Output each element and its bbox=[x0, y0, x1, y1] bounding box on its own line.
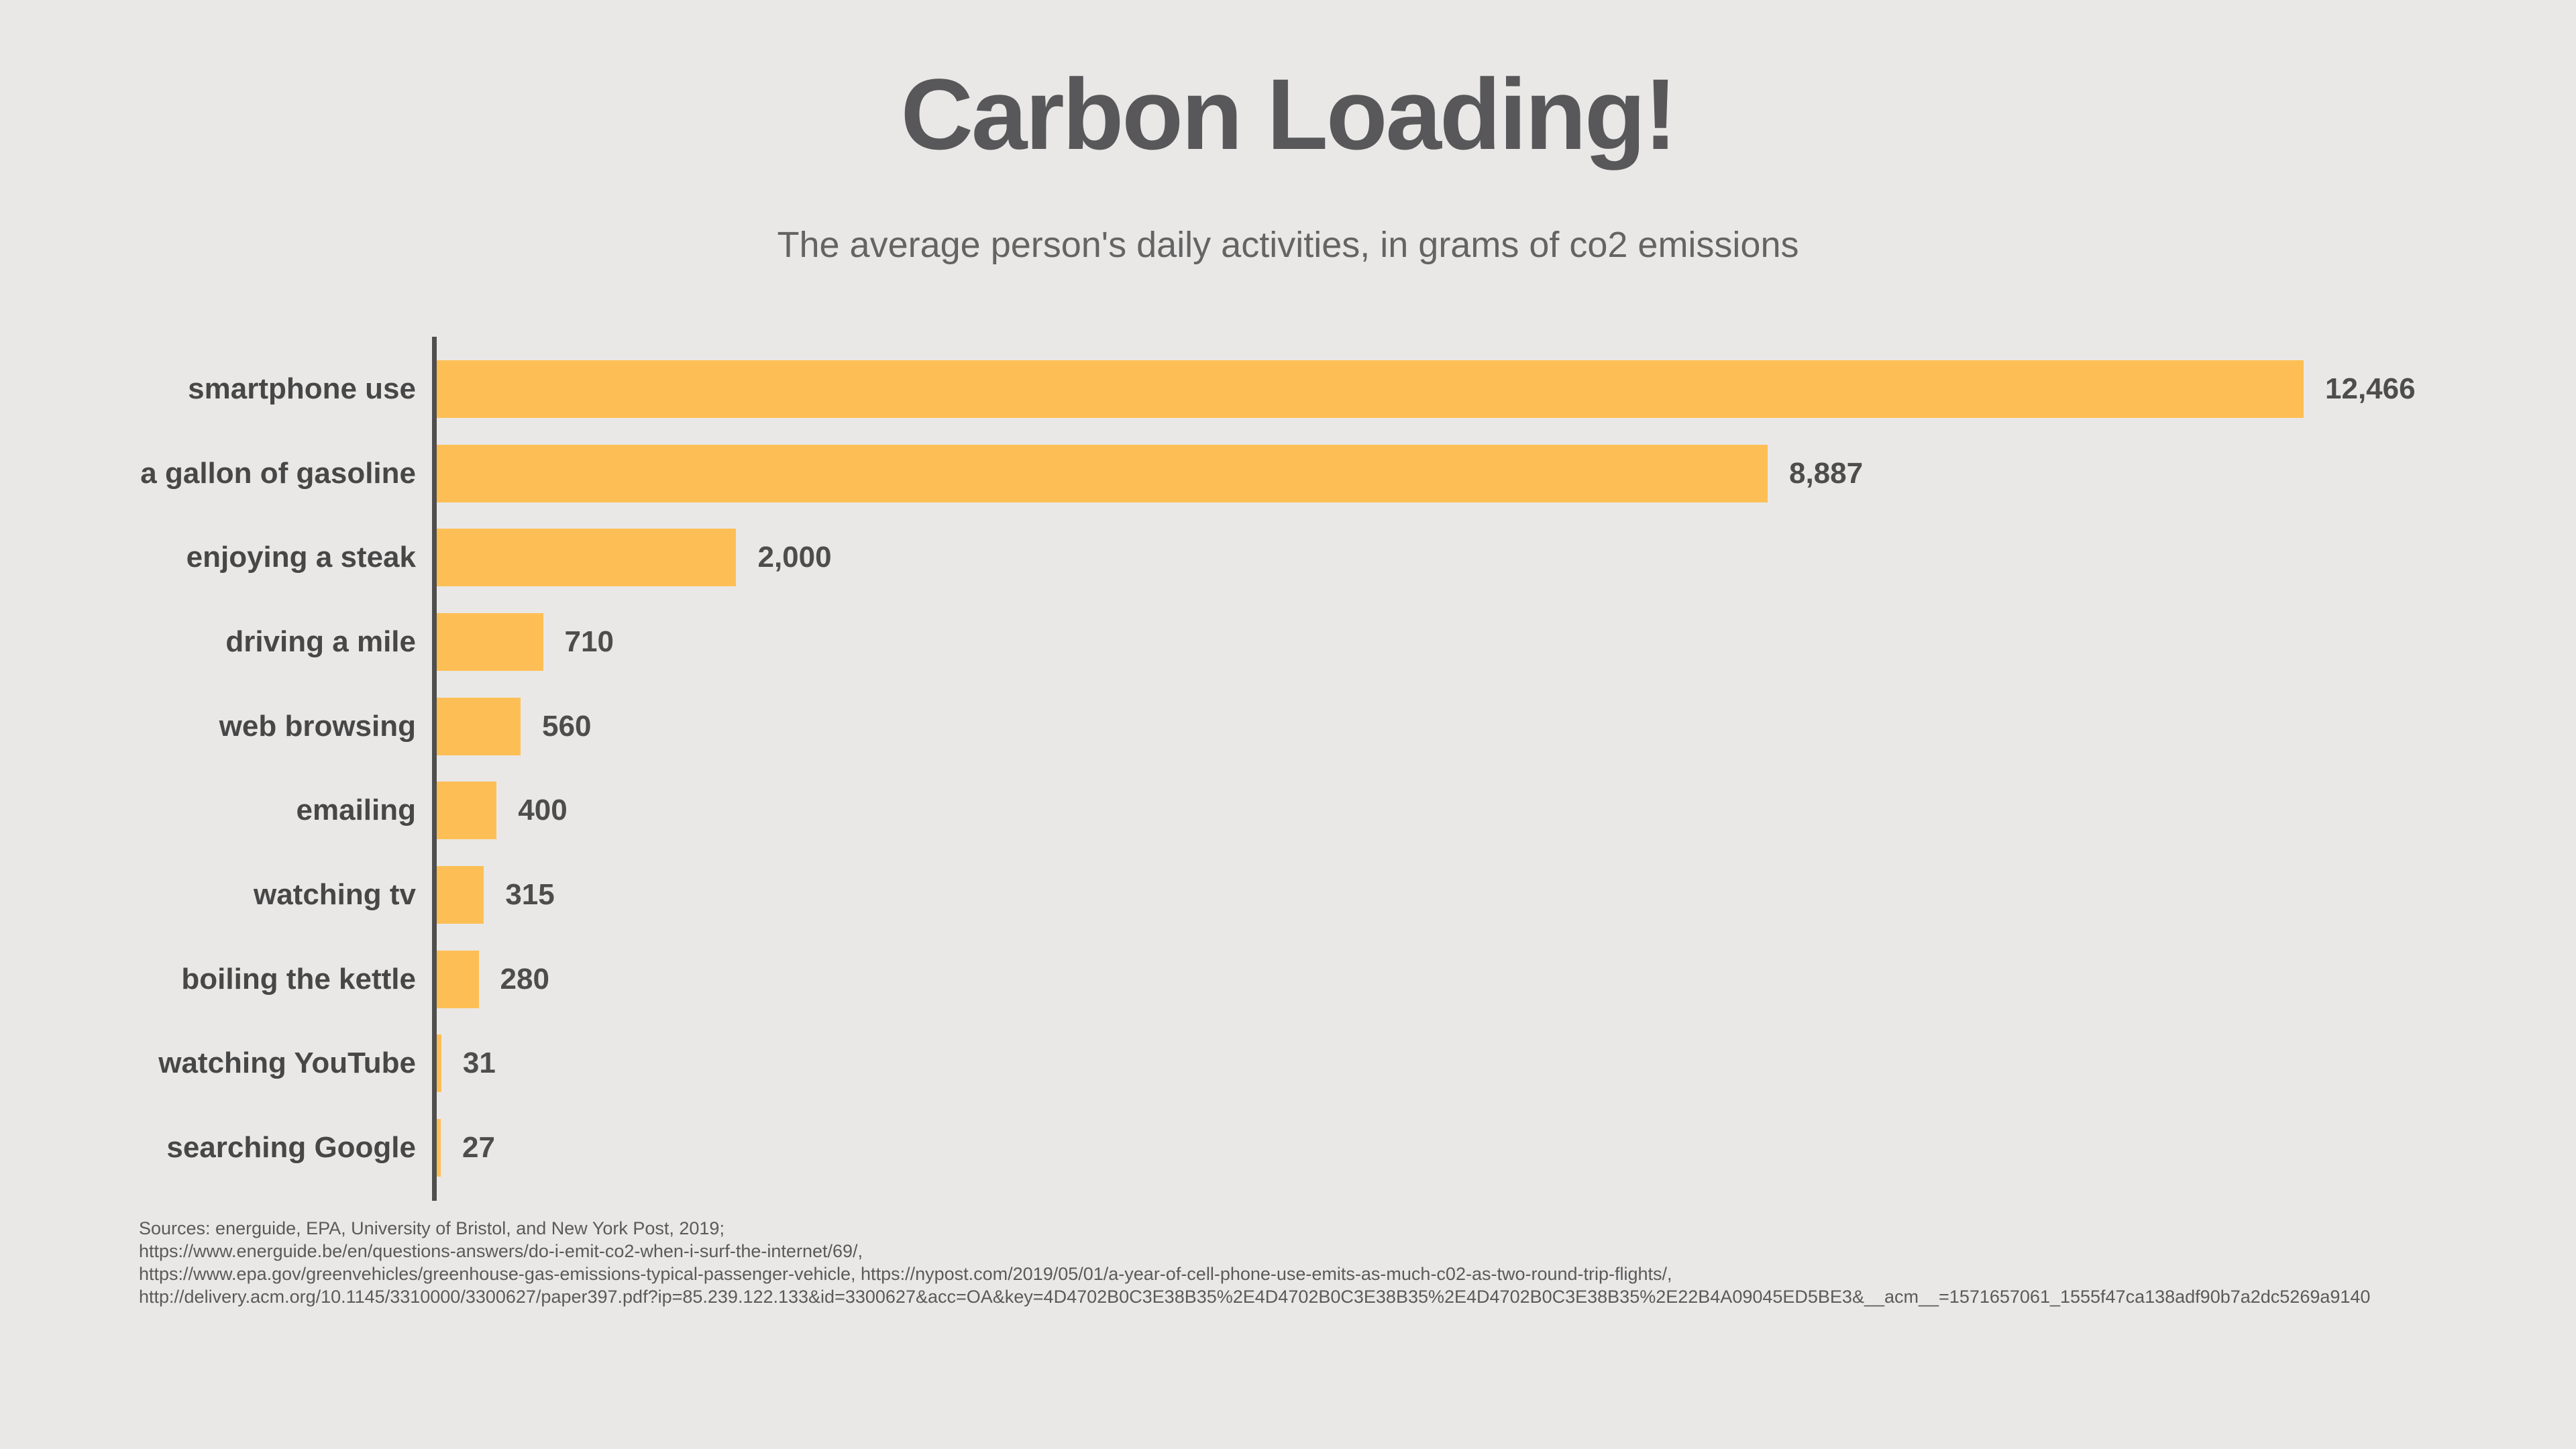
bar-chart: smartphone use 12,466 a gallon of gasoli… bbox=[0, 347, 2576, 1190]
chart-row: enjoying a steak 2,000 bbox=[0, 515, 2576, 600]
category-label: searching Google bbox=[166, 1131, 416, 1165]
bar bbox=[437, 1034, 441, 1093]
value-label: 8,887 bbox=[1788, 456, 1864, 490]
sources-footnote: Sources: energuide, EPA, University of B… bbox=[139, 1217, 2370, 1308]
bar bbox=[437, 950, 479, 1008]
footnote-line: http://delivery.acm.org/10.1145/3310000/… bbox=[139, 1287, 2371, 1307]
bar bbox=[437, 1119, 441, 1177]
value-label: 31 bbox=[462, 1046, 496, 1080]
chart-row: searching Google 27 bbox=[0, 1106, 2576, 1190]
chart-row: boiling the kettle 280 bbox=[0, 937, 2576, 1022]
bar bbox=[437, 360, 2304, 418]
category-label: a gallon of gasoline bbox=[140, 456, 416, 490]
bar bbox=[437, 529, 737, 587]
chart-row: watching YouTube 31 bbox=[0, 1022, 2576, 1106]
category-label: driving a mile bbox=[225, 625, 416, 658]
bar bbox=[437, 782, 497, 840]
bar bbox=[437, 612, 543, 671]
value-label: 12,466 bbox=[2325, 372, 2416, 405]
footnote-line: Sources: energuide, EPA, University of B… bbox=[139, 1218, 724, 1238]
bar bbox=[437, 697, 521, 755]
value-label: 27 bbox=[462, 1131, 495, 1165]
chart-row: watching tv 315 bbox=[0, 853, 2576, 937]
value-label: 315 bbox=[505, 877, 555, 911]
category-label: emailing bbox=[296, 794, 417, 827]
category-label: watching YouTube bbox=[158, 1046, 416, 1080]
chart-row: driving a mile 710 bbox=[0, 600, 2576, 684]
bar bbox=[437, 865, 484, 924]
category-label: watching tv bbox=[253, 877, 416, 911]
chart-subtitle: The average person's daily activities, i… bbox=[777, 225, 1799, 265]
chart-row: web browsing 560 bbox=[0, 684, 2576, 769]
value-label: 560 bbox=[542, 709, 592, 743]
chart-row: a gallon of gasoline 8,887 bbox=[0, 431, 2576, 516]
chart-row: emailing 400 bbox=[0, 768, 2576, 853]
category-label: smartphone use bbox=[188, 372, 416, 405]
footnote-line: https://www.epa.gov/greenvehicles/greenh… bbox=[139, 1264, 1672, 1284]
value-label: 280 bbox=[500, 962, 549, 996]
chart-row: smartphone use 12,466 bbox=[0, 347, 2576, 431]
bar bbox=[437, 444, 1768, 502]
category-label: enjoying a steak bbox=[186, 541, 416, 574]
y-axis-line bbox=[432, 337, 437, 1201]
value-label: 710 bbox=[564, 625, 614, 658]
category-label: web browsing bbox=[219, 709, 416, 743]
chart-title: Carbon Loading! bbox=[900, 58, 1678, 170]
value-label: 400 bbox=[518, 794, 568, 827]
value-label: 2,000 bbox=[757, 541, 832, 574]
category-label: boiling the kettle bbox=[181, 962, 416, 996]
footnote-line: https://www.energuide.be/en/questions-an… bbox=[139, 1241, 863, 1261]
